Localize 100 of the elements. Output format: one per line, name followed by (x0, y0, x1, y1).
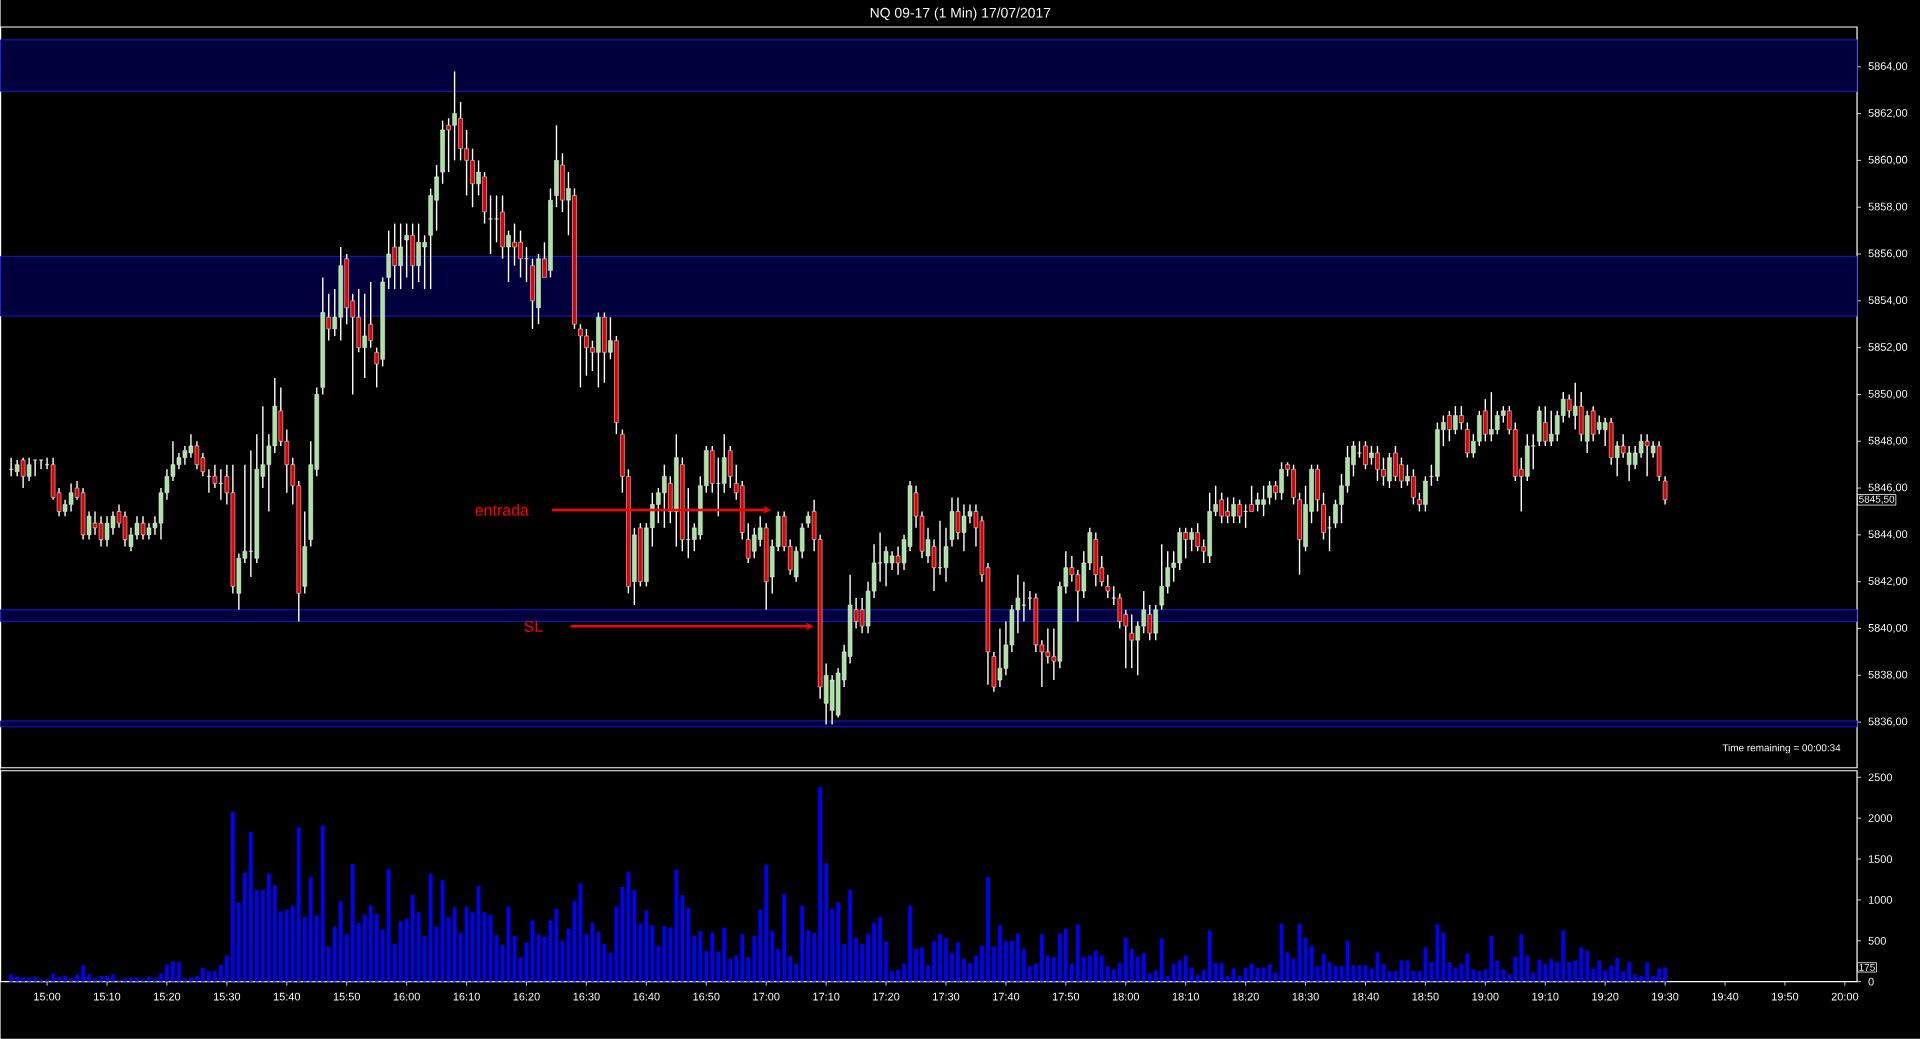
x-tick-label: 17:30 (933, 992, 960, 1001)
bar (812, 932, 816, 982)
bar (1195, 975, 1200, 982)
bar (1058, 933, 1062, 982)
bar (9, 974, 13, 982)
bar (962, 958, 966, 982)
bar (1555, 962, 1560, 982)
bar (314, 915, 319, 982)
x-tick-label: 15:00 (34, 992, 61, 1001)
bar (320, 825, 325, 982)
chart-title: NQ 09-17 (1 Min) 17/07/2017 (870, 7, 1051, 21)
bar (938, 934, 942, 982)
x-tick-label: 15:50 (333, 992, 360, 1001)
bar (350, 864, 355, 982)
bar (159, 973, 163, 982)
bar (45, 979, 49, 982)
bar (1561, 930, 1566, 982)
x-tick-label: 20:00 (1831, 992, 1859, 1001)
bar (734, 955, 739, 982)
x-tick-label: 17:20 (873, 992, 900, 1001)
x-tick-label: 16:40 (633, 992, 660, 1001)
bar (1028, 966, 1032, 982)
bar (183, 978, 187, 982)
x-tick-label: 16:50 (693, 992, 720, 1001)
bar (1093, 950, 1098, 982)
bar (213, 971, 217, 982)
bar (674, 869, 679, 982)
y-tick-label: 5842,00 (1868, 577, 1908, 587)
x-tick-label: 16:30 (573, 992, 600, 1001)
annotation: 175 (1859, 964, 1875, 972)
bar (980, 945, 984, 982)
bar (1183, 955, 1188, 982)
bar (1663, 967, 1667, 982)
bar (87, 974, 91, 982)
bar (171, 961, 175, 982)
bar (21, 977, 25, 982)
bar (231, 811, 235, 982)
bar (770, 931, 775, 982)
bar (1105, 966, 1110, 982)
bar (1171, 963, 1176, 982)
bar (914, 949, 918, 982)
bar (141, 979, 145, 982)
x-tick-label: 19:40 (1712, 992, 1739, 1001)
bar (998, 925, 1002, 982)
bar (1189, 967, 1194, 982)
x-tick-label: 15:30 (214, 992, 241, 1001)
bar (284, 909, 289, 982)
bar (1585, 950, 1590, 982)
x-tick-label: 15:20 (154, 992, 181, 1001)
bar (147, 976, 151, 982)
bar (278, 911, 283, 982)
x-tick-label: 18:50 (1412, 992, 1439, 1001)
bar (776, 949, 781, 982)
bar (908, 905, 912, 982)
bar (1549, 958, 1554, 982)
bar (1159, 938, 1164, 982)
bar (1519, 934, 1524, 982)
bar (302, 917, 307, 982)
bar (662, 926, 667, 982)
x-tick-label: 16:20 (513, 992, 540, 1001)
bar (1543, 963, 1548, 982)
bar (944, 938, 948, 982)
bar (1022, 949, 1026, 982)
bar (225, 955, 229, 982)
bar (1537, 959, 1542, 982)
bar (111, 974, 115, 982)
bar (1040, 934, 1044, 982)
bar (794, 963, 799, 982)
bar (1135, 956, 1140, 982)
bar (15, 976, 20, 982)
bar (1201, 970, 1206, 982)
x-tick-label: 17:40 (993, 992, 1020, 1001)
bar (75, 974, 79, 982)
bar (1087, 955, 1092, 982)
bar (99, 976, 103, 982)
y-tick-label: 5846,00 (1868, 483, 1908, 493)
bar (410, 895, 415, 982)
bar (1531, 972, 1536, 982)
bar (266, 873, 271, 982)
bar (902, 963, 906, 982)
bar (1501, 969, 1506, 982)
bar (1153, 970, 1158, 982)
bar (710, 932, 715, 982)
bar (123, 978, 127, 982)
bar (1591, 968, 1596, 982)
bar (105, 976, 109, 982)
text: 5845,50 (1859, 495, 1895, 505)
y-tick-label: 1000 (1868, 896, 1893, 904)
bar (207, 971, 211, 982)
bar (177, 962, 181, 982)
x-tick-label: 19:00 (1472, 992, 1499, 1001)
bar (290, 905, 295, 982)
bar (81, 965, 85, 982)
bar (1219, 963, 1224, 982)
bar (1465, 954, 1470, 982)
bar (950, 953, 954, 982)
bar (296, 827, 301, 982)
bar (1099, 955, 1104, 982)
bar (764, 864, 769, 982)
bar (836, 902, 840, 982)
